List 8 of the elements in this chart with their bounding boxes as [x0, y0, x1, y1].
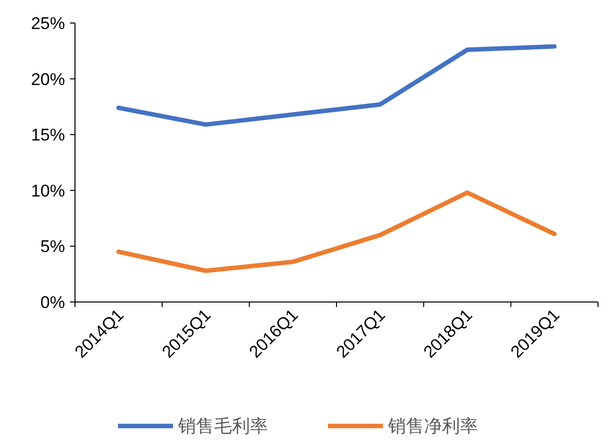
y-tick-label: 20%: [30, 70, 65, 89]
y-tick-label: 25%: [30, 14, 65, 33]
legend-label: 销售净利率: [387, 416, 478, 436]
y-tick-label: 0%: [40, 293, 65, 312]
y-tick-label: 10%: [30, 181, 65, 200]
y-tick-label: 5%: [40, 237, 65, 256]
y-tick-label: 15%: [30, 126, 65, 145]
legend-label: 销售毛利率: [177, 416, 268, 436]
